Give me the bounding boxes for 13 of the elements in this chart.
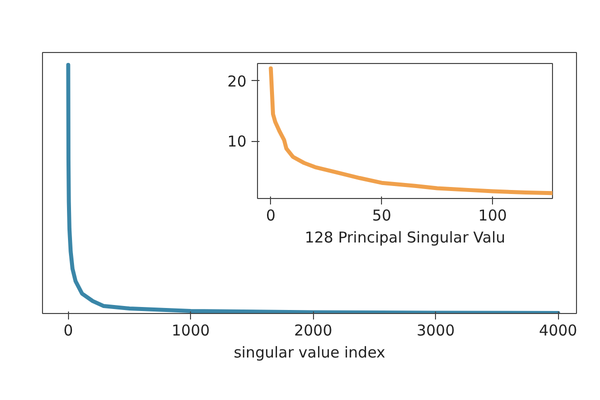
x-tick-label: 0 xyxy=(63,322,73,340)
x-tick-label: 50 xyxy=(372,206,392,224)
x-tick-label: 4000 xyxy=(539,322,578,340)
x-axis-title: 128 Principal Singular Valu xyxy=(304,228,506,246)
x-tick-label: 2000 xyxy=(294,322,332,340)
x-tick-label: 3000 xyxy=(416,322,455,340)
x-tick-label: 1000 xyxy=(172,322,210,340)
y-tick-label: 10 xyxy=(227,132,247,151)
x-axis-title: singular value index xyxy=(234,344,386,362)
x-tick-label: 100 xyxy=(478,206,507,224)
y-tick-label: 20 xyxy=(227,72,247,90)
line-series xyxy=(268,66,552,196)
x-tick-label: 0 xyxy=(266,206,276,224)
